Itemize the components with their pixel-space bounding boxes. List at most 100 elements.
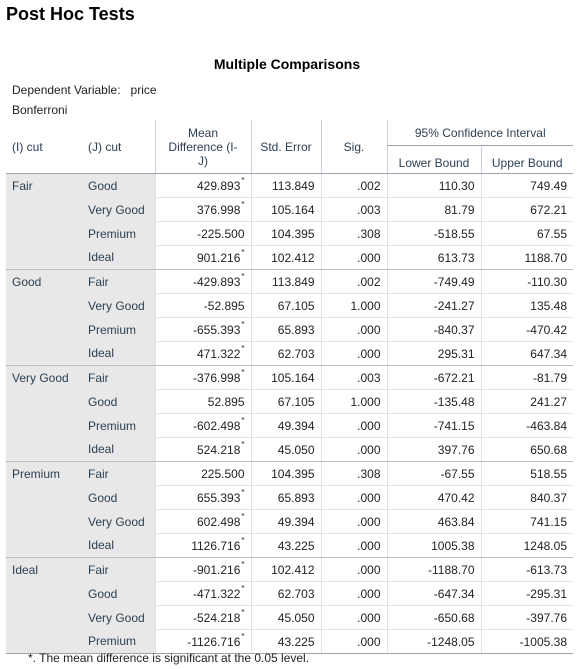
std-error-cell: 43.225	[250, 533, 321, 558]
mean-difference-cell: -52.895	[154, 293, 251, 318]
sig-cell: .000	[320, 533, 387, 558]
table-row: Good -471.322* 62.703 .000 -647.34 -295.…	[6, 581, 573, 606]
significance-star: *	[241, 631, 245, 641]
std-error-cell: 113.849	[250, 269, 321, 294]
sig-cell: .000	[320, 581, 387, 606]
lower-bound-cell: -67.55	[386, 461, 481, 486]
table-row: Premium -602.498* 49.394 .000 -741.15 -4…	[6, 413, 573, 438]
lower-bound-cell: 110.30	[386, 173, 481, 198]
dependent-variable-label: Dependent Variable:	[12, 83, 121, 97]
std-error-cell: 45.050	[250, 605, 321, 630]
significance-star: *	[241, 367, 245, 377]
lower-bound-cell: -840.37	[386, 317, 481, 342]
std-error-cell: 104.395	[250, 461, 321, 486]
std-error-cell: 102.412	[250, 245, 321, 270]
j-cut-label: Premium	[82, 629, 155, 654]
upper-bound-cell: 67.55	[480, 221, 573, 246]
lower-bound-cell: -672.21	[386, 365, 481, 390]
j-cut-label: Good	[82, 389, 155, 414]
table-title: Multiple Comparisons	[213, 56, 361, 72]
lower-bound-cell: 397.76	[386, 437, 481, 462]
table-row: Very Good -524.218* 45.050 .000 -650.68 …	[6, 605, 573, 630]
sig-cell: 1.000	[320, 293, 387, 318]
section-heading: Post Hoc Tests	[6, 4, 135, 24]
std-error-cell: 62.703	[250, 341, 321, 366]
table-row: Good 655.393* 65.893 .000 470.42 840.37	[6, 485, 573, 510]
mean-difference-cell: -655.393*	[154, 317, 251, 342]
significance-star: *	[241, 175, 245, 185]
sig-cell: .000	[320, 485, 387, 510]
sig-cell: .308	[320, 221, 387, 246]
j-cut-label: Fair	[82, 269, 155, 294]
dependent-variable-line: Dependent Variable: price	[12, 83, 157, 97]
sig-cell: .000	[320, 413, 387, 438]
std-error-cell: 102.412	[250, 557, 321, 582]
significance-star: *	[241, 559, 245, 569]
std-error-cell: 104.395	[250, 221, 321, 246]
upper-bound-cell: -295.31	[480, 581, 573, 606]
j-cut-label: Fair	[82, 557, 155, 582]
upper-bound-cell: 1248.05	[480, 533, 573, 558]
mean-difference-cell: 655.393*	[154, 485, 251, 510]
std-error-cell: 67.105	[250, 389, 321, 414]
j-cut-label: Ideal	[82, 533, 155, 558]
upper-bound-cell: 672.21	[480, 197, 573, 222]
std-error-cell: 43.225	[250, 629, 321, 654]
upper-bound-cell: -81.79	[480, 365, 573, 390]
sig-cell: .000	[320, 605, 387, 630]
table-row: Ideal 901.216* 102.412 .000 613.73 1188.…	[6, 245, 573, 270]
significance-star: *	[241, 199, 245, 209]
row-group-label: Fair	[6, 173, 82, 270]
lower-bound-cell: 463.84	[386, 509, 481, 534]
std-error-cell: 105.164	[250, 197, 321, 222]
j-cut-label: Good	[82, 485, 155, 510]
std-error-cell: 49.394	[250, 509, 321, 534]
header-confidence-interval: 95% Confidence Interval	[386, 120, 573, 146]
mean-difference-cell: -901.216*	[154, 557, 251, 582]
std-error-cell: 49.394	[250, 413, 321, 438]
j-cut-label: Fair	[82, 461, 155, 486]
upper-bound-cell: 518.55	[480, 461, 573, 486]
footnote: *. The mean difference is significant at…	[28, 651, 310, 665]
j-cut-label: Premium	[82, 317, 155, 342]
mean-difference-cell: -429.893*	[154, 269, 251, 294]
lower-bound-cell: -650.68	[386, 605, 481, 630]
upper-bound-cell: 840.37	[480, 485, 573, 510]
j-cut-label: Ideal	[82, 245, 155, 270]
lower-bound-cell: 81.79	[386, 197, 481, 222]
lower-bound-cell: -518.55	[386, 221, 481, 246]
mean-difference-cell: -225.500	[154, 221, 251, 246]
table-row: Fair Good 429.893* 113.849 .002 110.30 7…	[6, 173, 573, 270]
sig-cell: .000	[320, 341, 387, 366]
mean-difference-cell: 602.498*	[154, 509, 251, 534]
table-row: Ideal 524.218* 45.050 .000 397.76 650.68	[6, 437, 573, 462]
significance-star: *	[241, 535, 245, 545]
std-error-cell: 62.703	[250, 581, 321, 606]
j-cut-label: Very Good	[82, 197, 155, 222]
significance-star: *	[241, 271, 245, 281]
dependent-variable-value: price	[130, 83, 157, 97]
header-std-error: Std. Error	[250, 120, 321, 174]
sig-cell: .000	[320, 317, 387, 342]
mean-difference-cell: 901.216*	[154, 245, 251, 270]
table-row: Premium Fair 225.500 104.395 .308 -67.55…	[6, 461, 573, 558]
upper-bound-cell: 241.27	[480, 389, 573, 414]
sig-cell: .000	[320, 437, 387, 462]
std-error-cell: 67.105	[250, 293, 321, 318]
j-cut-label: Fair	[82, 365, 155, 390]
lower-bound-cell: -741.15	[386, 413, 481, 438]
header-lower-bound: Lower Bound	[386, 145, 481, 174]
header-mean-difference-line2: Difference (I-	[168, 139, 238, 154]
table-row: Ideal Fair -901.216* 102.412 .000 -1188.…	[6, 557, 573, 654]
lower-bound-cell: -1248.05	[386, 629, 481, 654]
std-error-cell: 45.050	[250, 437, 321, 462]
header-mean-difference-line3: J)	[198, 153, 208, 168]
upper-bound-cell: -470.42	[480, 317, 573, 342]
sig-cell: .000	[320, 509, 387, 534]
sig-cell: .000	[320, 629, 387, 654]
significance-star: *	[241, 343, 245, 353]
upper-bound-cell: -110.30	[480, 269, 573, 294]
lower-bound-cell: -647.34	[386, 581, 481, 606]
std-error-cell: 65.893	[250, 485, 321, 510]
upper-bound-cell: 741.15	[480, 509, 573, 534]
